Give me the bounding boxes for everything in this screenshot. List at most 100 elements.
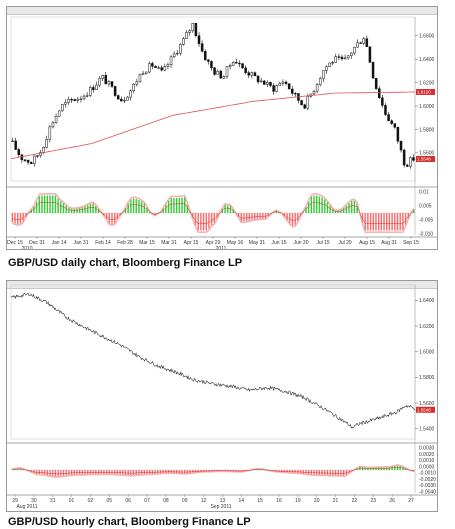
- oscillator-tick-label: -0.0010: [419, 471, 436, 477]
- ma-price-badge: [416, 88, 435, 95]
- oscillator-bar: [299, 470, 302, 474]
- oscillator-bar: [62, 470, 65, 476]
- ma-price-label: 1.6120: [417, 90, 431, 95]
- oscillator-bar: [189, 470, 191, 474]
- x-tick-label: Apr 29: [206, 240, 221, 246]
- x-tick-label: 01: [69, 498, 75, 504]
- current-price-label: 1.5548: [417, 407, 431, 412]
- candle-body: [287, 83, 291, 90]
- oscillator-bar: [305, 206, 307, 213]
- oscillator-bar: [65, 205, 67, 213]
- candle-body: [76, 98, 80, 101]
- oscillator-bar: [186, 204, 189, 213]
- oscillator-bar: [146, 207, 148, 213]
- candle-body: [269, 82, 272, 86]
- oscillator-bar: [197, 213, 199, 231]
- oscillator-bar: [49, 470, 51, 476]
- candle-body: [203, 51, 207, 61]
- oscillator-bar: [11, 213, 14, 223]
- oscillator-bar: [181, 197, 183, 213]
- candle-body: [241, 63, 244, 69]
- candle-body: [200, 43, 204, 52]
- oscillator-bar: [57, 198, 59, 213]
- oscillator-bar: [68, 470, 70, 476]
- candle-body: [33, 155, 36, 164]
- oscillator-bar: [383, 467, 385, 470]
- oscillator-bar: [402, 466, 404, 470]
- x-tick-label: 05: [107, 498, 113, 504]
- oscillator-bar: [297, 213, 299, 222]
- x-tick-label: 26: [389, 498, 395, 504]
- candle-body: [207, 59, 210, 62]
- oscillator-bar: [52, 195, 54, 213]
- oscillator-bar: [345, 470, 348, 475]
- oscillator-bar: [41, 470, 43, 475]
- x-tick-label: Feb 14: [95, 240, 111, 246]
- candle-body: [197, 35, 201, 44]
- candle-body: [51, 122, 55, 128]
- candle-body: [216, 70, 219, 75]
- oscillator-bar: [324, 470, 326, 476]
- oscillator-bar: [30, 209, 32, 213]
- candle-body: [213, 67, 216, 75]
- candle-body: [384, 105, 387, 115]
- candle-body: [135, 81, 139, 85]
- oscillator-tick-label: 0.0000: [419, 464, 435, 470]
- oscillator-bar: [264, 213, 267, 219]
- oscillator-bar: [200, 213, 202, 231]
- oscillator-bar: [65, 470, 67, 476]
- oscillator-tick-label: 0.0020: [419, 452, 435, 458]
- candle-body: [182, 38, 185, 45]
- oscillator-bar: [57, 470, 59, 477]
- oscillator-bar: [210, 213, 213, 226]
- candle-body: [116, 95, 120, 100]
- candle-body: [396, 126, 400, 142]
- oscillator-bar: [342, 208, 345, 213]
- oscillator-bar: [52, 470, 54, 477]
- candle-body: [179, 44, 182, 54]
- oscillator-tick-label: -0.010: [419, 232, 433, 238]
- x-tick-label: May 31: [249, 240, 266, 246]
- candle-body: [20, 154, 24, 161]
- oscillator-bar: [208, 213, 210, 229]
- oscillator-bar: [78, 207, 81, 213]
- oscillator-bar: [54, 195, 57, 213]
- hourly-price-line: [10, 292, 415, 429]
- price-tick-label: 1.5800: [419, 127, 435, 133]
- oscillator-bar: [73, 470, 75, 475]
- oscillator-bar: [111, 213, 113, 225]
- oscillator-bar: [345, 205, 348, 213]
- candle-body: [123, 99, 126, 102]
- candle-body: [368, 46, 372, 63]
- oscillator-bar: [359, 466, 361, 470]
- oscillator-bar: [318, 196, 321, 213]
- oscillator-bar: [329, 205, 331, 213]
- candle-body: [312, 90, 316, 95]
- candle-body: [160, 67, 163, 71]
- candle-body: [54, 116, 58, 123]
- oscillator-bar: [367, 213, 369, 231]
- oscillator-bar: [165, 470, 167, 473]
- oscillator-bar: [89, 203, 92, 213]
- candle-body: [275, 85, 278, 92]
- x-tick-label: 21: [333, 498, 339, 504]
- candle-body: [163, 66, 167, 71]
- oscillator-bar: [122, 470, 124, 475]
- oscillator-bar: [159, 470, 162, 474]
- oscillator-bar: [256, 213, 259, 220]
- oscillator-bar: [262, 213, 264, 219]
- oscillator-bar: [178, 470, 181, 474]
- oscillator-bar: [372, 213, 374, 231]
- oscillator-bar: [372, 467, 374, 470]
- candle-body: [256, 75, 260, 83]
- candle-body: [70, 99, 73, 101]
- oscillator-bar: [135, 470, 137, 475]
- candle-body: [222, 76, 226, 79]
- x-tick-label: Jun 30: [293, 240, 308, 246]
- oscillator-bar: [162, 470, 164, 474]
- oscillator-bar: [315, 470, 318, 475]
- oscillator-bar: [175, 197, 178, 213]
- x-sub-label: Sep 2011: [210, 504, 231, 510]
- x-tick-label: 23: [371, 498, 377, 504]
- oscillator-bar: [364, 213, 366, 231]
